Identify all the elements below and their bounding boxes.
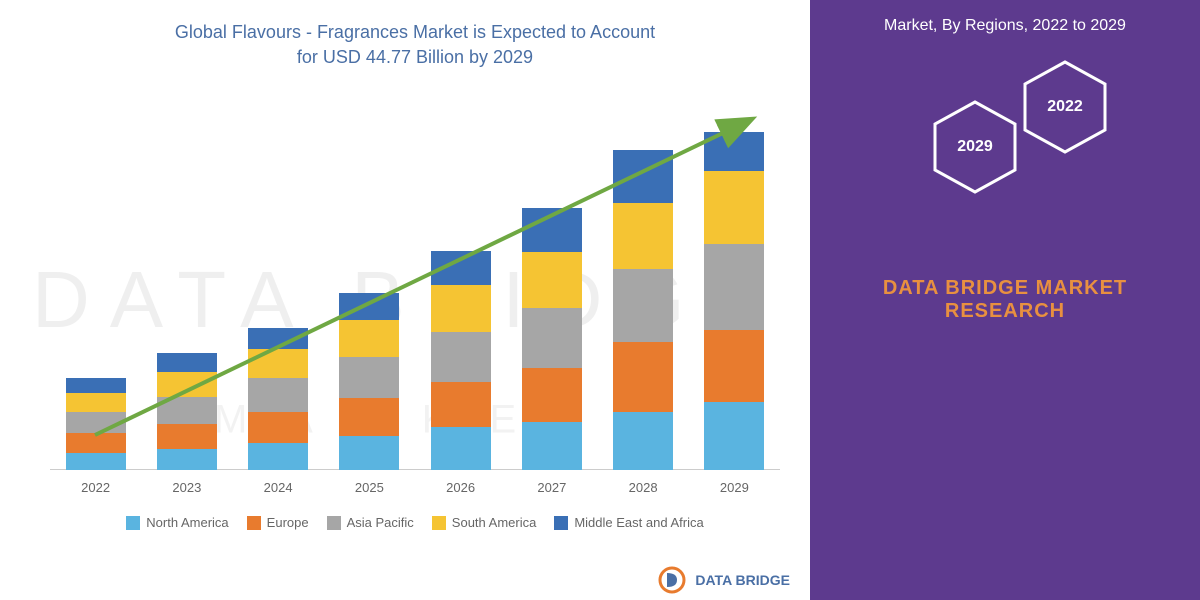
bar-segment	[248, 328, 308, 349]
bar-segment	[66, 453, 126, 470]
legend-item: North America	[126, 515, 228, 530]
hexagon: 2022	[1020, 57, 1110, 157]
legend-item: Middle East and Africa	[554, 515, 703, 530]
legend-item: Asia Pacific	[327, 515, 414, 530]
x-axis-label: 2022	[81, 480, 110, 495]
bar-segment	[157, 424, 217, 449]
bar-segment	[613, 342, 673, 412]
bar-segment	[248, 378, 308, 412]
bar-group: 2024	[248, 328, 308, 471]
bar-segment	[157, 372, 217, 396]
chart-title-line1: Global Flavours - Fragrances Market is E…	[175, 22, 655, 42]
bar-segment	[248, 412, 308, 443]
chart-panel: DATA BRIDGE M A R K E T Global Flavours …	[0, 0, 810, 600]
logo-text: DATA BRIDGE	[695, 572, 790, 588]
bar-segment	[613, 269, 673, 342]
bar-segment	[522, 308, 582, 368]
legend-swatch	[126, 516, 140, 530]
legend-label: Europe	[267, 515, 309, 530]
bar-segment	[431, 332, 491, 383]
x-axis-label: 2026	[446, 480, 475, 495]
bar-group: 2028	[613, 150, 673, 471]
x-axis-label: 2029	[720, 480, 749, 495]
legend-label: Asia Pacific	[347, 515, 414, 530]
brand-line1: DATA BRIDGE MARKET	[883, 277, 1127, 299]
x-axis-label: 2025	[355, 480, 384, 495]
legend-swatch	[554, 516, 568, 530]
bar-stack	[66, 378, 126, 470]
bar-group: 2029	[704, 132, 764, 470]
bar-group: 2023	[157, 353, 217, 471]
bottom-logo: DATA BRIDGE	[657, 565, 790, 595]
x-axis-label: 2027	[537, 480, 566, 495]
bar-segment	[522, 208, 582, 252]
bar-segment	[704, 402, 764, 470]
x-axis-label: 2024	[264, 480, 293, 495]
bar-segment	[522, 252, 582, 308]
x-axis-label: 2023	[172, 480, 201, 495]
bar-segment	[431, 285, 491, 332]
chart-title: Global Flavours - Fragrances Market is E…	[40, 20, 790, 70]
x-axis-label: 2028	[629, 480, 658, 495]
bar-group: 2022	[66, 378, 126, 470]
bar-segment	[339, 357, 399, 398]
bar-segment	[157, 397, 217, 424]
brand-line2: RESEARCH	[945, 300, 1065, 322]
chart-title-line2: for USD 44.77 Billion by 2029	[297, 47, 533, 67]
bar-stack	[704, 132, 764, 470]
legend: North America Europe Asia Pacific South Ame…	[40, 515, 790, 530]
bar-segment	[522, 422, 582, 471]
side-panel: Market, By Regions, 2022 to 2029 2029 20…	[810, 0, 1200, 600]
bar-segment	[339, 320, 399, 357]
bar-segment	[66, 393, 126, 412]
bar-segment	[248, 349, 308, 378]
legend-item: Europe	[247, 515, 309, 530]
bar-segment	[339, 293, 399, 320]
hexagon: 2029	[930, 97, 1020, 197]
bar-segment	[248, 443, 308, 470]
bar-group: 2025	[339, 293, 399, 471]
brand-text: DATA BRIDGE MARKET RESEARCH	[830, 277, 1180, 323]
legend-swatch	[327, 516, 341, 530]
bar-segment	[431, 427, 491, 471]
legend-item: South America	[432, 515, 537, 530]
bar-stack	[339, 293, 399, 471]
hexagon-group: 2029 2022	[830, 57, 1180, 237]
side-panel-title: Market, By Regions, 2022 to 2029	[830, 15, 1180, 37]
hexagon-label: 2029	[957, 138, 993, 156]
bar-segment	[431, 251, 491, 285]
legend-label: North America	[146, 515, 228, 530]
legend-swatch	[247, 516, 261, 530]
legend-swatch	[432, 516, 446, 530]
bar-segment	[339, 398, 399, 437]
bar-group: 2027	[522, 208, 582, 470]
bar-stack	[157, 353, 217, 471]
bar-segment	[704, 244, 764, 329]
bar-segment	[66, 378, 126, 393]
bar-stack	[613, 150, 673, 471]
bar-segment	[613, 412, 673, 470]
legend-label: Middle East and Africa	[574, 515, 703, 530]
bars-container: 2022 2023 2024 2025 2026 2027 2028 2029	[50, 130, 780, 470]
bar-segment	[704, 330, 764, 403]
bar-segment	[522, 368, 582, 421]
bar-segment	[704, 132, 764, 171]
bar-segment	[613, 203, 673, 269]
bar-segment	[339, 436, 399, 470]
bar-segment	[66, 412, 126, 433]
hexagon-label: 2022	[1047, 98, 1083, 116]
logo-icon	[657, 565, 687, 595]
bar-segment	[157, 449, 217, 470]
bar-group: 2026	[431, 251, 491, 471]
bar-segment	[431, 382, 491, 427]
legend-label: South America	[452, 515, 537, 530]
chart-area: 2022 2023 2024 2025 2026 2027 2028 2029	[50, 100, 780, 500]
bar-segment	[613, 150, 673, 203]
bar-stack	[431, 251, 491, 471]
bar-segment	[66, 433, 126, 452]
bar-stack	[248, 328, 308, 471]
bar-stack	[522, 208, 582, 470]
bar-segment	[157, 353, 217, 372]
bar-segment	[704, 171, 764, 244]
